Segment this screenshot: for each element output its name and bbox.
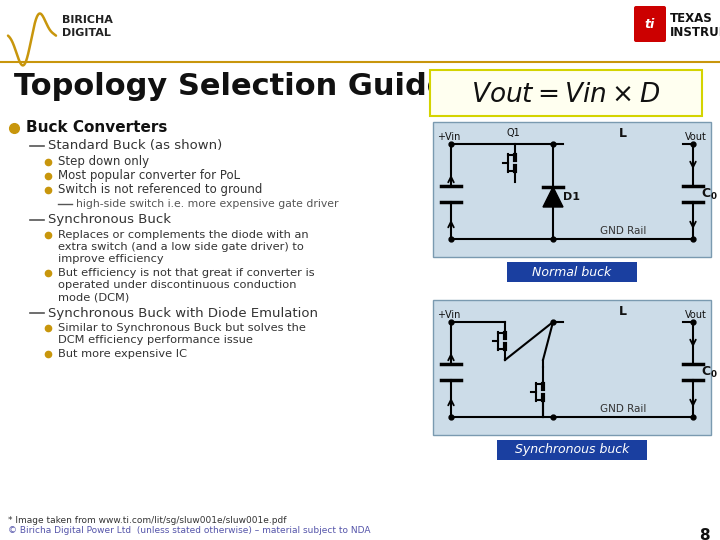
Text: Similar to Synchronous Buck but solves the: Similar to Synchronous Buck but solves t…	[58, 323, 306, 333]
Text: $\mathbf{C_0}$: $\mathbf{C_0}$	[701, 186, 718, 201]
Polygon shape	[543, 187, 563, 207]
FancyBboxPatch shape	[433, 300, 711, 435]
Text: DCM efficiency performance issue: DCM efficiency performance issue	[58, 335, 253, 345]
Text: Synchronous Buck with Diode Emulation: Synchronous Buck with Diode Emulation	[48, 307, 318, 320]
Text: $\mathit{Vout} = \mathit{Vin} \times \mathit{D}$: $\mathit{Vout} = \mathit{Vin} \times \ma…	[472, 82, 660, 106]
Text: * Image taken from www.ti.com/lit/sg/sluw001e/sluw001e.pdf: * Image taken from www.ti.com/lit/sg/slu…	[8, 516, 287, 525]
Text: Synchronous buck: Synchronous buck	[515, 443, 629, 456]
Text: BIRICHA: BIRICHA	[62, 15, 113, 25]
Text: D1: D1	[563, 192, 580, 202]
Text: © Biricha Digital Power Ltd  (unless stated otherwise) – material subject to NDA: © Biricha Digital Power Ltd (unless stat…	[8, 526, 371, 535]
Text: mode (DCM): mode (DCM)	[58, 292, 130, 302]
Text: L: L	[619, 127, 627, 140]
Text: +Vin: +Vin	[437, 132, 460, 142]
Text: But more expensive IC: But more expensive IC	[58, 349, 187, 359]
FancyBboxPatch shape	[634, 6, 666, 42]
Text: GND Rail: GND Rail	[600, 404, 646, 414]
Text: Vout: Vout	[685, 310, 707, 320]
FancyBboxPatch shape	[433, 122, 711, 257]
Text: operated under discontinuous conduction: operated under discontinuous conduction	[58, 280, 297, 290]
Text: Most popular converter for PoL: Most popular converter for PoL	[58, 170, 240, 183]
Text: Topology Selection Guide: Topology Selection Guide	[14, 72, 447, 101]
FancyBboxPatch shape	[497, 440, 647, 460]
Text: Replaces or complements the diode with an: Replaces or complements the diode with a…	[58, 230, 309, 240]
Text: But efficiency is not that great if converter is: But efficiency is not that great if conv…	[58, 268, 315, 278]
Text: TEXAS: TEXAS	[670, 12, 713, 25]
Text: INSTRUMENTS: INSTRUMENTS	[670, 26, 720, 39]
Text: high-side switch i.e. more expensive gate driver: high-side switch i.e. more expensive gat…	[76, 199, 338, 209]
Text: Step down only: Step down only	[58, 156, 149, 168]
Text: Standard Buck (as shown): Standard Buck (as shown)	[48, 139, 222, 152]
Text: $\mathbf{C_0}$: $\mathbf{C_0}$	[701, 364, 718, 380]
Text: Q1: Q1	[506, 128, 520, 138]
FancyBboxPatch shape	[430, 70, 702, 116]
Text: extra switch (and a low side gate driver) to: extra switch (and a low side gate driver…	[58, 242, 304, 252]
Text: L: L	[619, 305, 627, 318]
Text: ti: ti	[645, 17, 655, 30]
Text: 8: 8	[699, 528, 710, 540]
FancyBboxPatch shape	[507, 262, 637, 282]
Text: Normal buck: Normal buck	[532, 266, 611, 279]
Text: GND Rail: GND Rail	[600, 226, 646, 236]
Text: DIGITAL: DIGITAL	[62, 28, 111, 38]
Text: Synchronous Buck: Synchronous Buck	[48, 213, 171, 226]
Text: Buck Converters: Buck Converters	[26, 120, 167, 136]
Text: +Vin: +Vin	[437, 310, 460, 320]
Text: Switch is not referenced to ground: Switch is not referenced to ground	[58, 184, 262, 197]
Text: improve efficiency: improve efficiency	[58, 254, 163, 264]
Text: Vout: Vout	[685, 132, 707, 142]
